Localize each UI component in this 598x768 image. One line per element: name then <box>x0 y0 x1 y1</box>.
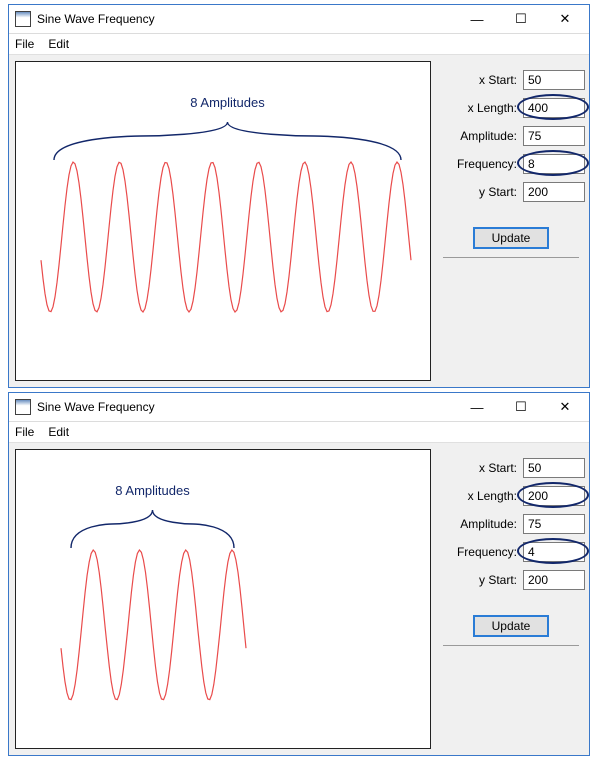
maximize-button[interactable]: ☐ <box>499 393 543 421</box>
menu-edit[interactable]: Edit <box>46 425 71 439</box>
wave-viewport: 8 Amplitudes <box>15 61 431 381</box>
brace-annotation <box>71 510 234 548</box>
y-start-input[interactable] <box>523 570 585 590</box>
frequency-label: Frequency: <box>445 545 523 559</box>
amplitude-input[interactable] <box>523 126 585 146</box>
x-length-label: x Length: <box>445 101 523 115</box>
menubar: File Edit <box>9 422 589 443</box>
app-window: Sine Wave Frequency —☐✕ File Edit 8 Amplitud… <box>8 392 590 756</box>
wave-svg: 8 Amplitudes <box>16 62 432 382</box>
form-row: x Length: <box>437 97 585 119</box>
y-start-label: y Start: <box>445 185 523 199</box>
wave-viewport: 8 Amplitudes <box>15 449 431 749</box>
y-start-input[interactable] <box>523 182 585 202</box>
form-row: Amplitude: <box>437 125 585 147</box>
form-row: Amplitude: <box>437 513 585 535</box>
form-row: x Start: <box>437 69 585 91</box>
app-window: Sine Wave Frequency —☐✕ File Edit 8 Amplitud… <box>8 4 590 388</box>
amplitude-input[interactable] <box>523 514 585 534</box>
y-start-label: y Start: <box>445 573 523 587</box>
app-icon <box>15 399 31 415</box>
sine-wave-path <box>61 550 246 700</box>
amplitude-label: Amplitude: <box>445 129 523 143</box>
close-button[interactable]: ✕ <box>543 5 587 33</box>
divider <box>443 645 579 646</box>
window-title: Sine Wave Frequency <box>37 12 155 26</box>
menu-edit[interactable]: Edit <box>46 37 71 51</box>
titlebar: Sine Wave Frequency —☐✕ <box>9 5 589 34</box>
frequency-input[interactable] <box>523 154 585 174</box>
form-row: x Length: <box>437 485 585 507</box>
controls-panel: x Start: x Length: Amplitude: Frequency: y S… <box>437 61 585 381</box>
minimize-button[interactable]: — <box>455 393 499 421</box>
update-button[interactable]: Update <box>473 227 549 249</box>
sine-wave-path <box>41 162 411 312</box>
titlebar: Sine Wave Frequency —☐✕ <box>9 393 589 422</box>
frequency-input[interactable] <box>523 542 585 562</box>
form-row: Frequency: <box>437 153 585 175</box>
close-button[interactable]: ✕ <box>543 393 587 421</box>
minimize-button[interactable]: — <box>455 5 499 33</box>
client-area: 8 Amplitudes x Start: x Length: Amplitude: F… <box>9 443 589 755</box>
x-length-label: x Length: <box>445 489 523 503</box>
x-length-input[interactable] <box>523 486 585 506</box>
x-start-label: x Start: <box>445 73 523 87</box>
form-row: y Start: <box>437 181 585 203</box>
annotation-text: 8 Amplitudes <box>190 95 265 110</box>
update-button[interactable]: Update <box>473 615 549 637</box>
form-row: x Start: <box>437 457 585 479</box>
controls-panel: x Start: x Length: Amplitude: Frequency: y S… <box>437 449 585 749</box>
x-length-input[interactable] <box>523 98 585 118</box>
form-row: Frequency: <box>437 541 585 563</box>
form-row: y Start: <box>437 569 585 591</box>
annotation-text: 8 Amplitudes <box>115 483 190 498</box>
divider <box>443 257 579 258</box>
brace-annotation <box>54 122 401 160</box>
maximize-button[interactable]: ☐ <box>499 5 543 33</box>
window-title: Sine Wave Frequency <box>37 400 155 414</box>
amplitude-label: Amplitude: <box>445 517 523 531</box>
wave-svg: 8 Amplitudes <box>16 450 432 750</box>
menu-file[interactable]: File <box>13 37 36 51</box>
frequency-label: Frequency: <box>445 157 523 171</box>
menubar: File Edit <box>9 34 589 55</box>
menu-file[interactable]: File <box>13 425 36 439</box>
x-start-input[interactable] <box>523 458 585 478</box>
x-start-label: x Start: <box>445 461 523 475</box>
app-icon <box>15 11 31 27</box>
client-area: 8 Amplitudes x Start: x Length: Amplitude: F… <box>9 55 589 387</box>
x-start-input[interactable] <box>523 70 585 90</box>
